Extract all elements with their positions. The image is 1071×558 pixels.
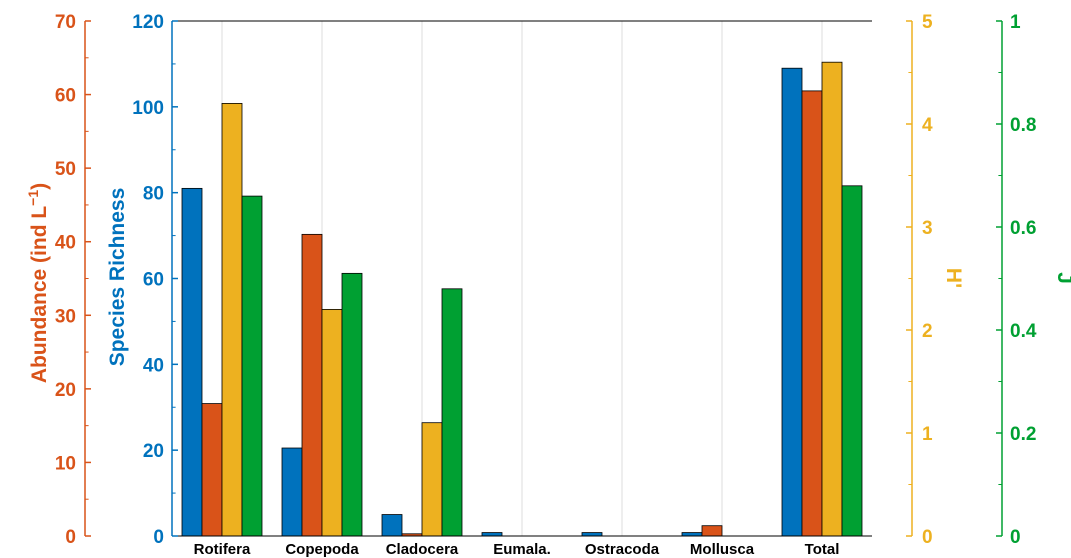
abundance-tick-label-50: 50: [55, 159, 76, 180]
h-prime-tick-label-3: 3: [922, 218, 933, 239]
category-label-total: Total: [805, 541, 840, 558]
abundance-axis: 0 10 20 30 40 50 60 70: [55, 12, 91, 548]
j-tick-label-0: 0: [1010, 527, 1021, 548]
bars: [181, 61, 863, 537]
abundance-tick-label-10: 10: [55, 453, 76, 474]
bar-abundance-mollusca: [701, 525, 723, 537]
species-richness-tick-label-0: 0: [153, 527, 164, 548]
bar-abundance-total: [801, 90, 823, 537]
bar-j-cladocera: [441, 288, 463, 537]
category-labels: Rotifera Copepoda Cladocera Eumala. Ostracod…: [194, 541, 840, 558]
species-richness-tick-label-100: 100: [132, 98, 164, 119]
species-richness-axis: 0 20 40 60 80 100 120: [132, 12, 178, 548]
category-label-cladocera: Cladocera: [386, 541, 459, 558]
category-label-rotifera: Rotifera: [194, 541, 251, 558]
h-prime-axis-title: H': [942, 268, 965, 288]
j-tick-label-0-4: 0.4: [1010, 321, 1037, 342]
bar-j-total: [841, 185, 863, 537]
h-prime-tick-label-4: 4: [922, 115, 933, 136]
abundance-axis-title: Abundance (ind L−1): [25, 183, 51, 383]
bar-species-richness-copepoda: [281, 447, 303, 537]
bar-j-copepoda: [341, 272, 363, 537]
h-prime-tick-label-2: 2: [922, 321, 933, 342]
species-richness-tick-label-60: 60: [143, 270, 164, 291]
bar-h-prime-cladocera: [421, 422, 443, 537]
bar-species-richness-ostracoda: [581, 532, 603, 537]
j-tick-label-0-6: 0.6: [1010, 218, 1036, 239]
species-richness-tick-label-120: 120: [132, 12, 164, 33]
abundance-tick-label-30: 30: [55, 306, 76, 327]
bar-abundance-rotifera: [201, 403, 223, 537]
species-richness-tick-label-80: 80: [143, 184, 164, 205]
category-label-copepoda: Copepoda: [285, 541, 359, 558]
bar-h-prime-total: [821, 61, 843, 537]
bar-abundance-copepoda: [301, 233, 323, 537]
h-prime-tick-label-5: 5: [922, 12, 933, 33]
category-label-ostracoda: Ostracoda: [585, 541, 660, 558]
abundance-tick-label-20: 20: [55, 380, 76, 401]
bar-h-prime-rotifera: [221, 103, 243, 537]
species-richness-axis-title: Species Richness: [106, 188, 129, 367]
abundance-tick-label-60: 60: [55, 86, 76, 107]
bar-species-richness-rotifera: [181, 187, 203, 537]
h-prime-tick-label-1: 1: [922, 424, 933, 445]
j-axis-title: J: [1053, 272, 1071, 284]
bar-h-prime-copepoda: [321, 308, 343, 537]
h-prime-tick-label-0: 0: [922, 527, 933, 548]
abundance-tick-label-0: 0: [65, 527, 76, 548]
bar-species-richness-total: [781, 67, 803, 537]
axes: 01020304050607002040608010012001234500.2…: [55, 12, 1037, 548]
j-axis: 0 0.2 0.4 0.6 0.8 1: [996, 12, 1037, 548]
j-tick-label-0-8: 0.8: [1010, 115, 1036, 136]
abundance-tick-label-40: 40: [55, 233, 76, 254]
bar-species-richness-eumala: [481, 532, 503, 537]
species-richness-tick-label-20: 20: [143, 441, 164, 462]
bar-j-rotifera: [241, 195, 263, 537]
species-richness-tick-label-40: 40: [143, 355, 164, 376]
bar-species-richness-cladocera: [381, 514, 403, 537]
bar-species-richness-mollusca: [681, 532, 703, 537]
abundance-tick-label-70: 70: [55, 12, 76, 33]
category-label-eumala: Eumala.: [493, 541, 551, 558]
category-label-mollusca: Mollusca: [690, 541, 755, 558]
h-prime-axis: 0 1 2 3 4 5: [906, 12, 933, 548]
j-tick-label-0-2: 0.2: [1010, 424, 1036, 445]
j-tick-label-1: 1: [1010, 12, 1021, 33]
